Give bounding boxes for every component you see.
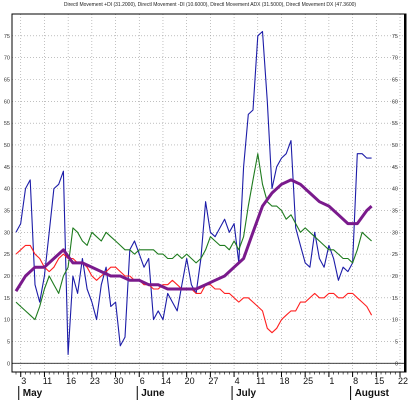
x-tick-label: 18 <box>279 376 289 386</box>
y-tick-label-right: 0 <box>395 361 398 367</box>
y-tick-label-right: 20 <box>392 274 398 280</box>
x-tick-label: 11 <box>256 376 265 386</box>
y-tick-label-right: 5 <box>395 339 398 345</box>
y-tick-label-right: 25 <box>392 252 398 258</box>
month-label: August <box>355 388 390 399</box>
x-tick-label: 27 <box>208 376 218 386</box>
y-tick-label-right: 45 <box>392 165 398 171</box>
x-tick-label: 6 <box>140 376 145 386</box>
y-tick-label-right: 30 <box>392 230 398 236</box>
plus-di-series-line <box>15 153 372 321</box>
y-tick-label-left: 65 <box>4 77 10 83</box>
x-tick-label: 1 <box>329 376 334 386</box>
x-tick-label: 23 <box>90 376 100 386</box>
adx-series-line <box>14 178 373 292</box>
y-tick-label-left: 40 <box>4 187 10 193</box>
y-tick-label-left: 50 <box>4 143 10 149</box>
y-tick-label-right: 65 <box>392 77 398 83</box>
series-lines <box>14 30 373 356</box>
y-tick-label-left: 0 <box>7 361 10 367</box>
x-tick-label: 15 <box>374 376 384 386</box>
y-tick-label-left: 75 <box>4 34 10 40</box>
x-tick-label: 20 <box>185 376 195 386</box>
x-tick-label: 22 <box>398 376 408 386</box>
y-tick-label-right: 75 <box>392 34 398 40</box>
x-tick-label: 11 <box>43 376 52 386</box>
y-tick-label-right: 55 <box>392 121 398 127</box>
x-tick-label: 14 <box>161 376 171 386</box>
plot-frame-right-border <box>404 14 406 372</box>
y-tick-label-right: 60 <box>392 99 398 105</box>
y-tick-label-left: 35 <box>4 208 10 214</box>
y-tick-label-left: 45 <box>4 165 10 171</box>
x-tick-label: 3 <box>21 376 26 386</box>
x-tick-label: 25 <box>303 376 313 386</box>
y-tick-label-left: 70 <box>4 56 10 62</box>
y-tick-label-right: 10 <box>392 318 398 324</box>
month-label: July <box>236 388 256 399</box>
y-tick-label-left: 30 <box>4 230 10 236</box>
x-tick-label: 16 <box>66 376 76 386</box>
y-tick-label-left: 20 <box>4 274 10 280</box>
y-tick-label-left: 15 <box>4 296 10 302</box>
y-tick-label-left: 10 <box>4 318 10 324</box>
x-tick-label: 8 <box>353 376 358 386</box>
y-tick-label-right: 40 <box>392 187 398 193</box>
x-tick-label: 30 <box>114 376 124 386</box>
grid-lines <box>12 14 404 372</box>
month-label: May <box>23 388 43 399</box>
month-label: June <box>141 388 165 399</box>
y-tick-label-right: 15 <box>392 296 398 302</box>
y-tick-label-left: 55 <box>4 121 10 127</box>
y-tick-label-right: 35 <box>392 208 398 214</box>
chart-title: Directl Movement +DI (31.2000), Directl … <box>64 2 357 8</box>
minus-di-series-line <box>15 244 373 334</box>
x-tick-label: 4 <box>235 376 240 386</box>
y-tick-label-right: 50 <box>392 143 398 149</box>
y-tick-label-left: 5 <box>7 339 10 345</box>
y-tick-label-right: 70 <box>392 56 398 62</box>
y-tick-label-left: 60 <box>4 99 10 105</box>
y-tick-label-left: 25 <box>4 252 10 258</box>
